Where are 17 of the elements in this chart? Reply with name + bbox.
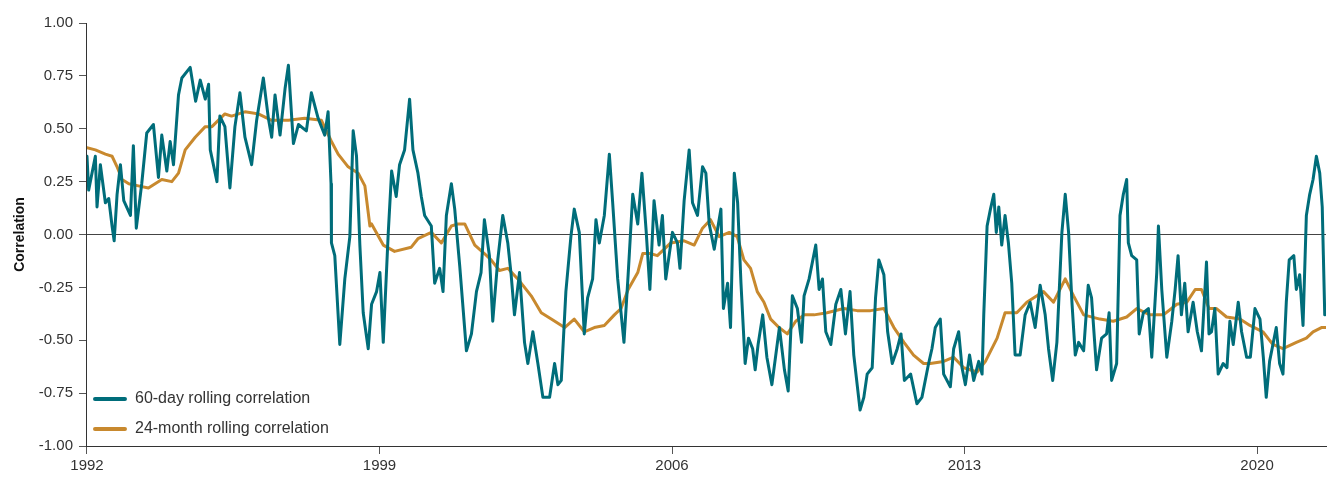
y-tick-label: -1.00 [38,436,73,454]
x-tick-label: 1992 [70,456,104,474]
x-tick-label: 2006 [655,456,689,474]
y-tick-label: 0.50 [43,118,73,136]
legend-label: 60-day rolling correlation [134,389,311,407]
y-tick-label: -0.75 [38,383,73,401]
y-tick-label: 0.25 [43,171,73,189]
y-tick-label: -0.50 [38,330,73,348]
y-tick-label: 1.00 [43,13,73,31]
y-tick-label: 0.75 [43,66,73,84]
y-tick-label: -0.25 [38,277,73,295]
x-tick-label: 1999 [362,456,397,474]
y-tick-label: 0.00 [43,224,73,242]
y-axis-title: Correlation [11,197,28,272]
legend-label: 24-month rolling correlation [134,419,329,437]
x-tick-label: 2020 [1240,456,1274,474]
x-tick-label: 2013 [947,456,982,474]
